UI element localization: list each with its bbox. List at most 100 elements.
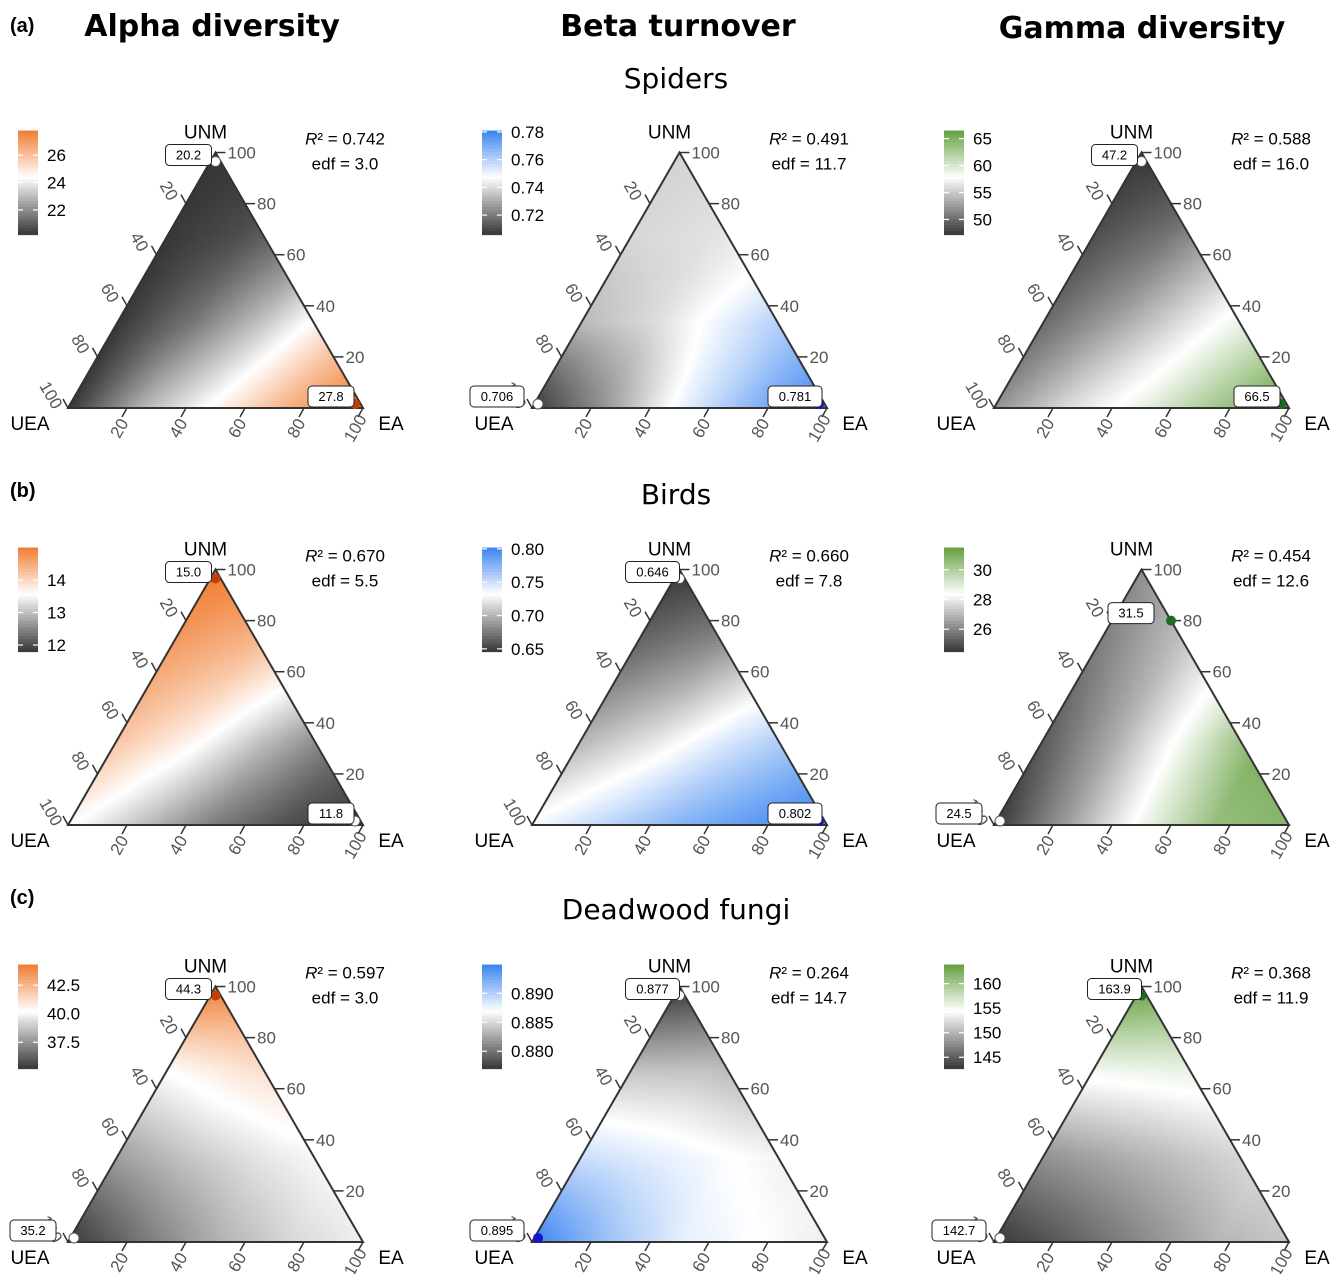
extreme-value-box [767, 802, 823, 825]
legend-tick-label: 0.890 [511, 984, 554, 1003]
extreme-point-marker [994, 1232, 1006, 1244]
tick-label: 20 [1082, 1012, 1108, 1038]
extreme-value-label: 66.5 [1244, 389, 1269, 404]
vertex-label-top: UNM [648, 123, 691, 144]
tick-label: 80 [67, 748, 93, 774]
ternary-panel-alpha-6: 202020404040606060808080100100100UNMUEAE… [9, 957, 404, 1274]
extreme-point-marker [533, 1233, 543, 1243]
extreme-value-label: 44.3 [176, 982, 201, 997]
edf-label: edf = 12.6 [1233, 572, 1309, 591]
panel-letter-b: (b) [10, 480, 36, 502]
colorbar-legend: 0.78 0.76 0.74 0.72 [482, 123, 544, 236]
colorbar-legend: 0.890 0.885 0.880 [482, 964, 554, 1070]
ternary-outline [66, 567, 365, 826]
legend-tick-label: 28 [973, 591, 992, 610]
tick-label: 20 [346, 1182, 365, 1201]
tick-label: 20 [1032, 832, 1058, 858]
tick-label: 20 [1082, 595, 1108, 621]
tick-label: 60 [97, 280, 123, 306]
vertex-label-left: UEA [474, 414, 513, 435]
legend-tick-label: 26 [973, 620, 992, 639]
tick-label: 80 [283, 415, 309, 441]
tick-label: 20 [346, 765, 365, 784]
extreme-value-label: 163.9 [1098, 982, 1131, 997]
legend-tick-label: 0.880 [511, 1042, 554, 1061]
legend-tick-label: 60 [973, 157, 992, 176]
vertex-label-left: UEA [10, 414, 49, 435]
tick-label: 20 [810, 348, 829, 367]
heatmap-field [68, 152, 363, 408]
tick-label: 60 [561, 1114, 587, 1140]
ternary-outline [992, 984, 1291, 1243]
extreme-value-label: 31.5 [1118, 606, 1143, 621]
tick-label: 100 [35, 378, 66, 412]
tick-label: 80 [1183, 195, 1202, 214]
tick-label: 40 [1052, 1063, 1078, 1089]
tick-label: 80 [721, 612, 740, 631]
vertex-label-top: UNM [648, 540, 691, 561]
r-squared-label: R² = 0.597 [305, 964, 385, 983]
legend-tick-label: 160 [973, 975, 1001, 994]
colorbar-legend: 0.80 0.75 0.70 0.65 [482, 540, 544, 659]
extreme-value-box [9, 1219, 57, 1242]
tick-label: 20 [106, 832, 132, 858]
tick-label: 100 [1266, 828, 1297, 862]
extreme-value-box [469, 1219, 525, 1242]
colorbar-legend: 26 24 22 [18, 130, 66, 236]
tick-label: 100 [35, 795, 66, 829]
tick-label: 20 [1032, 415, 1058, 441]
tick-label: 20 [346, 348, 365, 367]
tick-label: 60 [1023, 280, 1049, 306]
vertex-label-right: EA [842, 414, 868, 435]
tick-label: 100 [228, 144, 256, 163]
edf-label: edf = 11.9 [1234, 989, 1309, 1008]
ternary-panel-beta-7: 202020404040606060808080100100100UNMUEAE… [469, 957, 868, 1274]
tick-label: 100 [1154, 561, 1182, 580]
extreme-value-box [625, 978, 680, 1001]
tick-label: 20 [1272, 348, 1291, 367]
tick-label: 80 [257, 1029, 276, 1048]
tick-label: 60 [1150, 832, 1176, 858]
tick-label: 40 [126, 1063, 152, 1089]
extreme-value-label: 0.646 [636, 565, 669, 580]
legend-tick-label: 40.0 [47, 1005, 80, 1024]
tick-label: 20 [620, 1012, 646, 1038]
tick-label: 80 [67, 1165, 93, 1191]
tick-label: 80 [1183, 612, 1202, 631]
tick-label: 80 [283, 1249, 309, 1274]
legend-tick-label: 26 [47, 146, 66, 165]
tick-label: 80 [1209, 832, 1235, 858]
ternary-panel-gamma-8: 202020404040606060808080100100100UNMUEAE… [931, 957, 1330, 1274]
extreme-value-label: 47.2 [1102, 148, 1127, 163]
tick-label: 40 [1091, 1249, 1117, 1274]
extreme-value-label: 0.802 [779, 806, 812, 821]
extreme-value-box [165, 144, 212, 167]
tick-label: 20 [570, 1249, 596, 1274]
tick-label: 80 [993, 1165, 1019, 1191]
tick-label: 80 [1209, 415, 1235, 441]
tick-label: 100 [804, 1245, 835, 1274]
legend-tick-label: 155 [973, 999, 1001, 1018]
tick-label: 40 [1242, 297, 1261, 316]
vertex-label-right: EA [1304, 414, 1330, 435]
ternary-panel-beta-1: 202020404040606060808080100100100UNMUEAE… [469, 123, 868, 445]
tick-label: 40 [1091, 832, 1117, 858]
tick-label: 40 [1052, 646, 1078, 672]
tick-label: 80 [747, 415, 773, 441]
tick-label: 80 [67, 331, 93, 357]
tick-label: 80 [1183, 1029, 1202, 1048]
legend-tick-label: 0.76 [511, 151, 544, 170]
legend-tick-label: 0.75 [511, 573, 544, 592]
tick-label: 40 [590, 646, 616, 672]
extreme-value-box [307, 802, 355, 825]
r-squared-label: R² = 0.588 [1231, 130, 1311, 149]
tick-label: 60 [751, 246, 770, 265]
ternary-panel-gamma-5: 202020404040606060808080100100100UNMUEAE… [935, 540, 1330, 862]
colorbar-legend: 42.5 40.0 37.5 [18, 964, 80, 1070]
vertex-label-left: UEA [10, 831, 49, 852]
extreme-point-marker [532, 398, 544, 410]
tick-label: 80 [531, 1165, 557, 1191]
tick-label: 100 [1154, 144, 1182, 163]
extreme-value-box [307, 385, 355, 408]
